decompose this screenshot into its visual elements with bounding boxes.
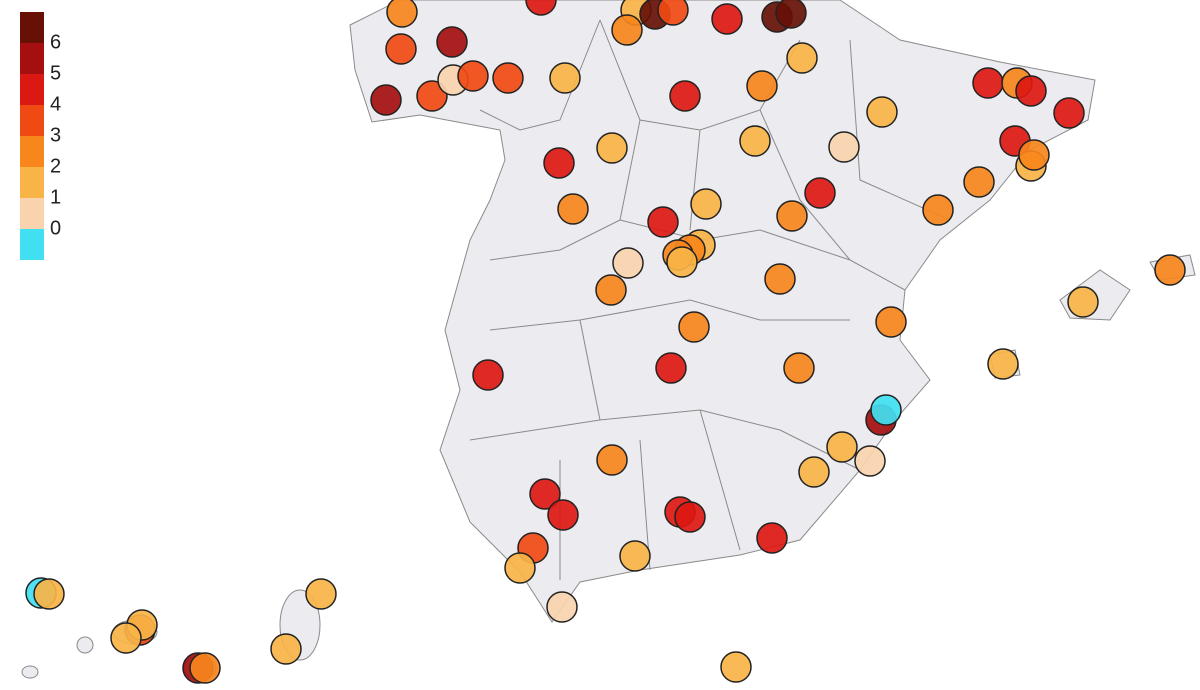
station-marker [875, 306, 907, 338]
station-marker [595, 274, 627, 306]
station-marker [739, 125, 771, 157]
station-marker [189, 652, 221, 684]
station-marker [828, 131, 860, 163]
stations [25, 0, 1186, 684]
station-marker [619, 540, 651, 572]
station-marker [416, 80, 448, 112]
station-marker [472, 359, 504, 391]
station-marker [546, 591, 578, 623]
station-marker [647, 206, 679, 238]
station-marker [678, 311, 710, 343]
mainland [349, 0, 1096, 623]
station-marker [711, 3, 743, 35]
station-marker [611, 14, 643, 46]
station-marker [783, 352, 815, 384]
station-marker [549, 62, 581, 94]
station-marker [504, 552, 536, 584]
station-marker [1053, 97, 1085, 129]
gomera [76, 636, 94, 654]
legend-label: 5 [50, 62, 61, 84]
station-marker [826, 431, 858, 463]
station-marker [270, 633, 302, 665]
station-marker [720, 651, 752, 683]
station-marker [866, 96, 898, 128]
legend-swatch [20, 136, 44, 167]
station-marker [963, 166, 995, 198]
station-marker [110, 622, 142, 654]
station-marker [657, 0, 689, 26]
station-marker [786, 42, 818, 74]
legend-swatch [20, 74, 44, 105]
station-marker [596, 132, 628, 164]
land [21, 0, 1196, 681]
station-marker [922, 194, 954, 226]
station-marker [798, 456, 830, 488]
station-marker [690, 188, 722, 220]
legend-swatch [20, 229, 44, 260]
station-marker [436, 26, 468, 58]
station-marker [854, 445, 886, 477]
station-marker [385, 33, 417, 65]
legend-label: 1 [50, 186, 61, 208]
station-marker [457, 60, 489, 92]
station-marker [305, 578, 337, 610]
station-marker [1154, 254, 1186, 286]
station-marker [370, 84, 402, 116]
station-marker [972, 67, 1004, 99]
station-marker [674, 501, 706, 533]
station-marker [529, 478, 561, 510]
station-marker [669, 80, 701, 112]
station-marker [557, 193, 589, 225]
station-marker [775, 0, 807, 29]
station-marker [1015, 75, 1047, 107]
legend-swatch [20, 198, 44, 229]
station-marker [776, 200, 808, 232]
legend-label: 4 [50, 93, 61, 115]
legend-swatch [20, 105, 44, 136]
station-marker [987, 348, 1019, 380]
legend-label: 6 [50, 31, 61, 53]
legend-swatch [20, 12, 44, 43]
station-marker [547, 499, 579, 531]
station-marker [655, 352, 687, 384]
legend-label: 3 [50, 124, 61, 146]
station-marker [33, 578, 65, 610]
station-marker [764, 263, 796, 295]
hierro [21, 665, 39, 679]
station-marker [746, 70, 778, 102]
station-marker [612, 247, 644, 279]
legend-label: 2 [50, 155, 61, 177]
legend-swatch [20, 43, 44, 74]
station-marker [386, 0, 418, 28]
legend: 6 5 4 3 2 1 0 [20, 12, 61, 260]
station-marker [543, 147, 575, 179]
station-marker [870, 394, 902, 426]
station-marker [1018, 139, 1050, 171]
station-marker [756, 522, 788, 554]
station-marker [666, 246, 698, 278]
station-marker [1067, 286, 1099, 318]
legend-swatch [20, 167, 44, 198]
station-marker [492, 62, 524, 94]
legend-label: 0 [50, 217, 61, 239]
station-marker [596, 444, 628, 476]
station-marker [525, 0, 557, 16]
station-marker [804, 177, 836, 209]
